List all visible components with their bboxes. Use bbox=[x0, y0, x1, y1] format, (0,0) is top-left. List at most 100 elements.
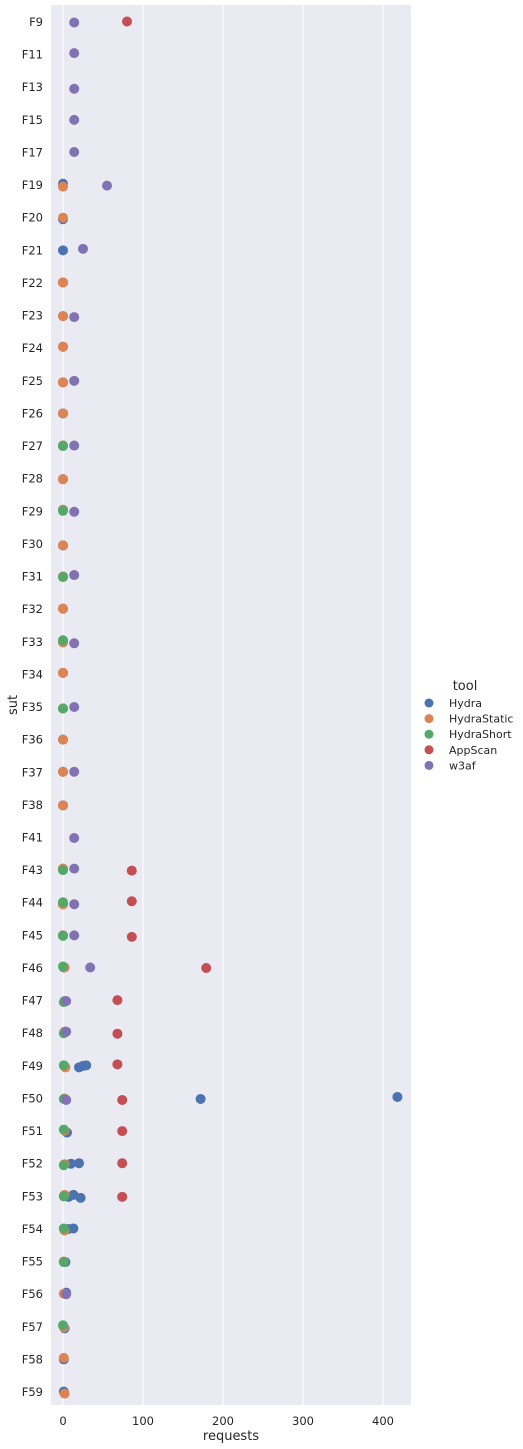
y-tick-label: F47 bbox=[22, 994, 43, 1008]
y-tick-label: F33 bbox=[22, 635, 43, 649]
y-tick-label: F56 bbox=[22, 1287, 43, 1301]
data-point bbox=[58, 667, 68, 678]
y-tick-label: F15 bbox=[22, 113, 43, 127]
y-tick-label: F59 bbox=[22, 1385, 43, 1399]
y-tick-label: F45 bbox=[22, 928, 43, 942]
data-point bbox=[69, 114, 80, 125]
y-tick-label: F36 bbox=[22, 733, 43, 747]
data-point bbox=[69, 833, 80, 843]
data-point bbox=[68, 1223, 79, 1234]
plot-area bbox=[51, 5, 411, 1405]
data-point bbox=[58, 212, 68, 223]
data-point bbox=[58, 865, 68, 876]
legend-marker bbox=[424, 714, 434, 724]
data-point bbox=[58, 1320, 68, 1331]
data-point bbox=[58, 703, 68, 714]
data-point bbox=[58, 800, 68, 811]
data-point bbox=[58, 1160, 69, 1171]
x-tick-label: 300 bbox=[292, 1414, 314, 1428]
y-tick-label: F46 bbox=[22, 961, 43, 975]
y-tick-label: F29 bbox=[22, 504, 43, 518]
data-point bbox=[69, 17, 80, 28]
data-point bbox=[61, 1289, 72, 1300]
data-point bbox=[58, 540, 68, 551]
data-point bbox=[69, 440, 80, 451]
data-point bbox=[58, 961, 68, 972]
data-point bbox=[112, 1059, 123, 1070]
data-point bbox=[117, 1126, 128, 1137]
data-point bbox=[58, 181, 68, 192]
y-tick-label: F38 bbox=[22, 798, 43, 812]
y-tick-label: F52 bbox=[22, 1157, 43, 1171]
data-point bbox=[58, 505, 68, 516]
data-point bbox=[69, 48, 80, 59]
y-tick-label: F17 bbox=[22, 145, 43, 159]
y-axis-label: sut bbox=[6, 695, 21, 715]
data-point bbox=[58, 441, 68, 452]
y-tick-label: F37 bbox=[22, 765, 43, 779]
data-point bbox=[112, 995, 123, 1006]
y-tick-label: F22 bbox=[22, 276, 43, 290]
y-tick-label: F11 bbox=[22, 48, 43, 62]
data-point bbox=[58, 474, 68, 485]
y-tick-label: F30 bbox=[22, 537, 43, 551]
data-point bbox=[75, 1192, 86, 1203]
data-points bbox=[58, 16, 403, 1399]
data-point bbox=[126, 865, 137, 876]
data-point bbox=[58, 245, 68, 256]
y-tick-label: F41 bbox=[22, 831, 43, 845]
x-tick-label: 0 bbox=[59, 1414, 66, 1428]
y-tick-label: F24 bbox=[22, 341, 43, 355]
y-tick-labels: F9 F11 F13 F15 F17 F19 F20 F21 F22 F23 F24 F25 F26 F2… bbox=[22, 15, 43, 1399]
y-tick-label: F13 bbox=[22, 80, 43, 94]
data-point bbox=[58, 766, 68, 777]
data-point bbox=[117, 1094, 128, 1105]
data-point bbox=[392, 1091, 403, 1102]
x-tick-label: 200 bbox=[212, 1414, 234, 1428]
y-tick-label: F51 bbox=[22, 1124, 43, 1138]
data-point bbox=[58, 341, 68, 352]
y-tick-label: F58 bbox=[22, 1352, 43, 1366]
y-tick-label: F57 bbox=[22, 1320, 43, 1334]
y-tick-label: F25 bbox=[22, 374, 43, 388]
data-point bbox=[69, 375, 80, 386]
data-point bbox=[69, 83, 80, 94]
data-point bbox=[61, 996, 72, 1007]
y-tick-label: F43 bbox=[22, 863, 43, 877]
data-point bbox=[58, 311, 68, 322]
legend-label: Hydra bbox=[449, 697, 482, 710]
legend-label: HydraShort bbox=[449, 728, 512, 741]
data-point bbox=[58, 635, 68, 646]
data-point bbox=[69, 146, 80, 157]
data-point bbox=[58, 897, 68, 908]
x-tick-label: 100 bbox=[132, 1414, 154, 1428]
y-tick-label: F53 bbox=[22, 1189, 43, 1203]
x-tick-labels: 0 100 200 300 400 bbox=[59, 1414, 394, 1428]
legend-title: tool bbox=[453, 679, 478, 694]
data-point bbox=[61, 1026, 72, 1037]
data-point bbox=[58, 1191, 69, 1202]
data-point bbox=[81, 1060, 92, 1071]
y-tick-label: F20 bbox=[22, 211, 43, 225]
data-point bbox=[201, 962, 212, 973]
legend-marker bbox=[424, 745, 434, 755]
data-point bbox=[112, 1028, 123, 1039]
data-point bbox=[58, 1352, 69, 1363]
data-point bbox=[122, 16, 132, 27]
x-axis-label: requests bbox=[203, 1429, 259, 1444]
y-tick-label: F9 bbox=[29, 15, 43, 29]
y-tick-label: F55 bbox=[22, 1255, 43, 1269]
data-point bbox=[195, 1093, 206, 1104]
data-point bbox=[69, 506, 80, 517]
data-point bbox=[61, 1094, 72, 1105]
legend-label: AppScan bbox=[449, 744, 497, 757]
data-point bbox=[117, 1158, 128, 1169]
y-tick-label: F32 bbox=[22, 602, 43, 616]
data-point bbox=[78, 243, 88, 254]
y-tick-label: F48 bbox=[22, 1026, 43, 1040]
y-tick-label: F34 bbox=[22, 667, 43, 681]
y-tick-label: F28 bbox=[22, 472, 43, 486]
x-tick-label: 400 bbox=[372, 1414, 394, 1428]
data-point bbox=[69, 863, 80, 874]
